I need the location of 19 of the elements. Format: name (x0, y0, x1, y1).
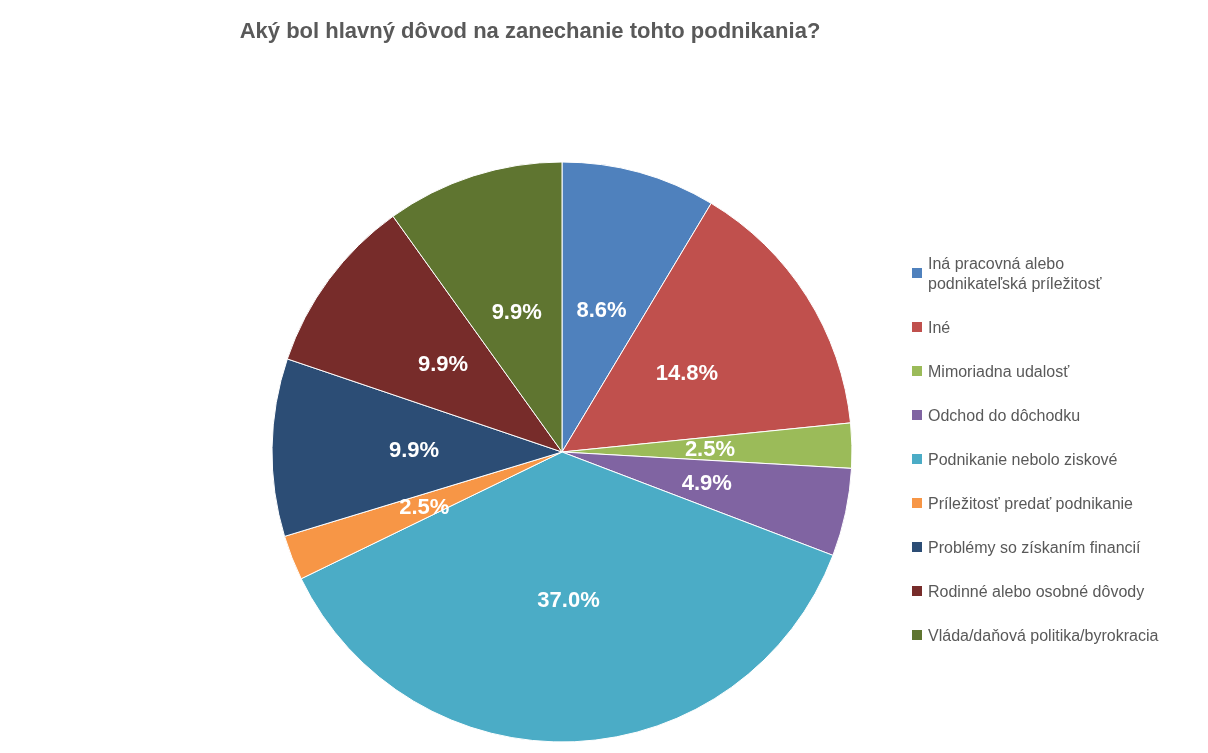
legend-label: Rodinné alebo osobné dôvody (928, 582, 1145, 600)
data-label: 9.9% (418, 351, 469, 377)
legend-label: Príležitosť predať podnikanie (928, 494, 1134, 512)
data-label: 37.0% (537, 587, 600, 613)
data-label: 9.9% (491, 298, 542, 324)
legend-label: Iná pracovná alebo podnikateľská príležitosť (928, 254, 1103, 292)
legend-label: Odchod do dôchodku (928, 406, 1081, 424)
chart-title: Aký bol hlavný dôvod na zanechanie tohto podnikania? (239, 17, 821, 43)
data-label: 14.8% (655, 360, 719, 386)
data-label: 8.6% (576, 296, 627, 322)
data-label: 2.5% (399, 493, 450, 519)
legend-label: Vláda/daňová politika/byrokracia (928, 626, 1159, 644)
data-label: 4.9% (681, 470, 732, 496)
legend-label: Podnikanie nebolo ziskové (928, 450, 1118, 468)
legend-label: Problémy so získaním financií (928, 538, 1142, 556)
legend-label: Iné (928, 318, 951, 336)
legend-label: Mimoriadna udalosť (928, 362, 1071, 380)
data-label: 2.5% (684, 436, 736, 462)
data-label: 9.9% (388, 437, 440, 463)
